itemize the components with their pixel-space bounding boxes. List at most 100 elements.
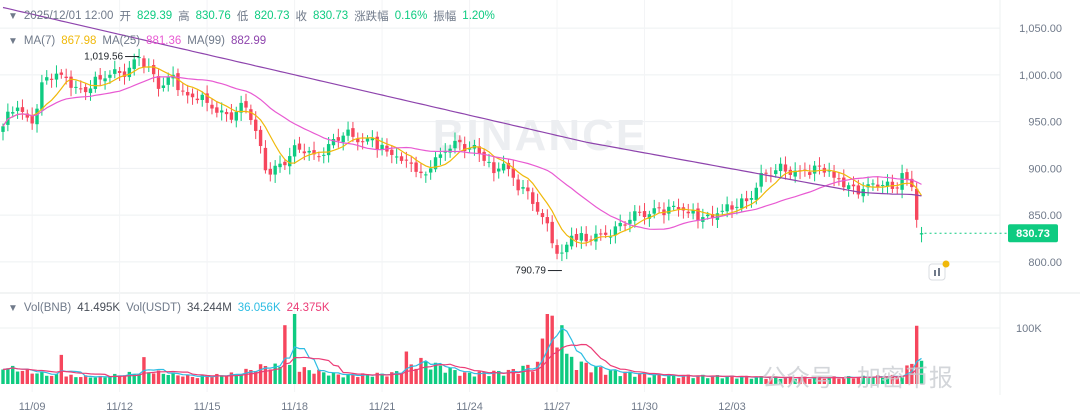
candle-body [190,93,195,98]
collapse-chevron-icon[interactable]: ▼ [8,10,18,22]
volume-bar [740,376,744,384]
volume-bar [11,365,15,384]
volume-bar [15,371,20,384]
candle-body [740,198,744,209]
volume-bar [30,373,34,384]
candle-body [458,139,462,143]
open-value: 829.39 [136,10,173,22]
candle-body [555,245,559,254]
candle-body [808,172,812,175]
volume-bar [798,377,802,384]
volume-bar [565,353,569,384]
candle-body [1,126,5,132]
price-tick-label: 1,050.00 [1019,23,1062,35]
volume-bar [438,365,443,384]
candle-body [74,86,78,88]
candle-body [735,206,739,208]
volume-bar [861,375,865,384]
amplitude-value: 1.20% [462,10,495,22]
volume-bar [317,369,321,384]
candle-body [331,138,336,146]
volume-chevron-icon[interactable]: ▼ [8,302,18,314]
volume-bar [492,370,496,384]
candle-body [535,202,540,212]
candle-body [467,148,472,150]
volume-bar [273,363,277,384]
candle-body [511,168,515,178]
volume-bar [535,361,540,384]
candle-body [584,233,588,242]
candle-body [25,113,29,118]
candle-body [846,185,851,189]
candle-body [832,171,836,178]
volume-bar [832,376,836,384]
candle-body [599,233,603,235]
candle-body [49,78,54,80]
candle-body [676,207,681,210]
candle-body [589,239,593,241]
candle-body [817,165,822,167]
volume-bar [64,376,68,384]
time-tick-label: 11/18 [281,401,308,413]
volume-bar [40,371,44,384]
candle-body [428,168,433,173]
candle-body [914,188,919,220]
candle-body [404,159,409,161]
volume-bar [880,377,885,384]
volume-bar [341,377,345,384]
volume-bar [876,375,880,384]
volume-bar [642,372,647,384]
volume-bar [428,369,433,384]
volume-bar [511,368,515,384]
candle-body [6,111,10,125]
volume-bar [79,377,83,384]
time-tick-label: 11/24 [456,401,483,413]
candle-body [560,252,564,254]
volume-bar [900,376,904,384]
volume-bar [764,378,768,384]
candle-body [754,187,758,200]
volume-bar [885,376,890,384]
candle-body [774,170,778,175]
candle-body [876,184,880,188]
volume-bar [292,314,297,384]
volume-bar [113,373,117,384]
candle-body [258,129,263,147]
volume-bar [59,354,64,384]
volume-bar [108,376,112,384]
volume-bar [608,370,613,384]
candle-body [15,107,20,112]
volume-bar [803,376,807,384]
candle-body [628,219,632,224]
volume-bar [283,325,287,384]
volume-bar [613,370,618,384]
volume-bar [98,375,102,384]
scroll-to-latest-icon[interactable] [928,260,950,281]
volume-bar [409,364,413,384]
volume-ma-b-value: 24.375K [286,302,330,314]
volume-bar [390,372,394,384]
volume-bar [628,371,632,384]
candle-body [637,211,642,213]
candle-body [93,76,98,89]
volume-bar [346,373,350,384]
candle-body [565,244,569,253]
candle-body [477,146,481,154]
candle-body [521,187,525,189]
volume-bar [356,377,360,384]
ma-chevron-icon[interactable]: ▼ [8,35,18,47]
volume-bar [215,373,219,384]
volume-bar [463,372,467,384]
candle-body [283,161,287,166]
candle-body [501,163,506,171]
high-annotation: 1,019.56 [84,52,140,63]
volume-bar [550,315,554,384]
volume-bar [185,374,190,384]
time-tick-label: 11/30 [631,401,658,413]
candle-body [278,163,282,168]
candle-body [59,72,64,75]
candle-body [730,205,734,210]
time-tick-label: 11/15 [194,401,221,413]
volume-bar [759,376,763,384]
